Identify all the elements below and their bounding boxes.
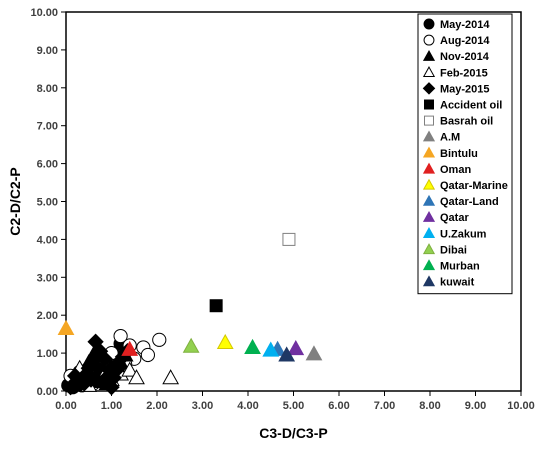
legend-marker-qatar-marine xyxy=(422,178,436,190)
legend-marker-dibai xyxy=(422,243,436,255)
legend-label-feb-2015: Feb-2015 xyxy=(440,67,488,79)
point-murban xyxy=(244,338,261,354)
y-tick-label: 7.00 xyxy=(37,121,58,133)
point-feb-2015 xyxy=(121,361,139,377)
x-tick-label: 9.00 xyxy=(465,400,486,412)
legend-label-nov-2014: Nov-2014 xyxy=(440,51,490,63)
legend-marker-basrah-oil xyxy=(424,115,434,126)
point-accident-oil xyxy=(209,299,223,313)
point-qatar xyxy=(287,339,305,356)
point-aug-2014 xyxy=(140,347,155,363)
point-qatar-marine xyxy=(216,333,234,350)
point-may-2015 xyxy=(96,350,113,367)
legend-label-basrah-oil: Basrah oil xyxy=(440,116,493,128)
series-a-m xyxy=(305,345,323,361)
legend-marker-u-zakum xyxy=(422,227,436,238)
legend-marker-nov-2014 xyxy=(422,49,436,61)
legend-marker-may-2014 xyxy=(423,18,435,30)
legend-marker-kuwait xyxy=(422,275,436,287)
y-tick-label: 9.00 xyxy=(37,45,58,57)
series-may-2015 xyxy=(62,333,136,396)
point-aug-2014 xyxy=(152,332,167,347)
legend-marker-feb-2015 xyxy=(422,66,436,77)
series-kuwait xyxy=(278,346,296,362)
legend: May-2014 Aug-2014 Nov-2014 Feb-2015 May-2015… xyxy=(417,13,513,295)
point-may-2015 xyxy=(76,375,93,392)
point-oman xyxy=(121,340,139,356)
point-may-2015 xyxy=(110,360,127,377)
legend-label-accident-oil: Accident oil xyxy=(440,100,502,112)
point-may-2015 xyxy=(96,371,113,388)
point-a-m xyxy=(305,345,323,361)
point-feb-2015 xyxy=(128,369,145,385)
legend-marker-qatar xyxy=(422,210,436,222)
point-kuwait xyxy=(278,346,296,362)
x-tick-label: 10.00 xyxy=(507,400,535,412)
series-oman xyxy=(121,340,139,356)
x-tick-label: 5.00 xyxy=(283,400,304,412)
x-tick-label: 8.00 xyxy=(419,400,440,412)
legend-marker-qatar-land xyxy=(422,194,436,206)
legend-marker-accident-oil xyxy=(424,99,434,110)
y-tick-label: 10.00 xyxy=(30,7,58,19)
legend-label-qatar: Qatar xyxy=(440,212,469,224)
legend-label-murban: Murban xyxy=(440,261,480,273)
series-u-zakum xyxy=(262,341,280,357)
series-qatar-marine xyxy=(216,333,234,350)
series-accident-oil xyxy=(209,299,223,313)
legend-marker-a-m xyxy=(422,130,436,142)
y-tick-label: 1.00 xyxy=(37,348,58,360)
y-tick-label: 3.00 xyxy=(37,272,58,284)
point-basrah-oil xyxy=(282,232,296,246)
legend-label-may-2015: May-2015 xyxy=(440,83,490,95)
legend-marker-murban xyxy=(422,259,436,271)
x-tick-label: 6.00 xyxy=(328,400,349,412)
point-u-zakum xyxy=(262,341,280,357)
legend-label-may-2014: May-2014 xyxy=(440,19,490,31)
legend-label-oman: Oman xyxy=(440,164,471,176)
y-tick-label: 0.00 xyxy=(37,386,58,398)
y-tick-label: 6.00 xyxy=(37,159,58,171)
legend-label-u-zakum: U.Zakum xyxy=(440,228,487,240)
series-basrah-oil xyxy=(282,232,296,246)
point-dibai xyxy=(182,337,200,353)
point-aug-2014 xyxy=(113,328,128,344)
legend-marker-oman xyxy=(422,162,436,174)
legend-label-a-m: A.M xyxy=(440,132,460,144)
legend-label-bintulu: Bintulu xyxy=(440,148,478,160)
x-tick-label: 1.00 xyxy=(101,400,122,412)
legend-label-qatar-land: Qatar-Land xyxy=(440,196,499,208)
y-tick-label: 5.00 xyxy=(37,197,58,209)
x-tick-label: 3.00 xyxy=(192,400,213,412)
y-axis-title: C2-D/C2-P xyxy=(7,167,23,235)
series-dibai xyxy=(182,337,200,353)
legend-label-qatar-marine: Qatar-Marine xyxy=(440,180,508,192)
legend-label-kuwait: kuwait xyxy=(440,277,475,289)
legend-label-aug-2014: Aug-2014 xyxy=(440,35,490,47)
point-may-2015 xyxy=(80,360,97,377)
x-tick-label: 2.00 xyxy=(146,400,167,412)
point-feb-2015 xyxy=(162,369,180,385)
y-tick-label: 4.00 xyxy=(37,234,58,246)
x-tick-label: 7.00 xyxy=(374,400,395,412)
y-tick-label: 8.00 xyxy=(37,83,58,95)
point-may-2015 xyxy=(66,367,84,384)
point-bintulu xyxy=(57,319,75,335)
legend-marker-aug-2014 xyxy=(423,34,435,46)
series-murban xyxy=(244,338,261,354)
axes: 0.00 1.00 2.00 3.00 4.00 5.00 6.00 7.00 8.00 9.00… xyxy=(30,7,534,412)
legend-marker-may-2015 xyxy=(422,82,436,95)
legend-label-dibai: Dibai xyxy=(440,244,467,256)
series-qatar xyxy=(287,339,305,356)
y-tick-label: 2.00 xyxy=(37,310,58,322)
x-tick-label: 0.00 xyxy=(55,400,76,412)
x-axis-title: C3-D/C3-P xyxy=(259,425,327,441)
series-bintulu xyxy=(57,319,75,335)
legend-marker-bintulu xyxy=(422,146,436,158)
x-tick-label: 4.00 xyxy=(237,400,258,412)
data-points xyxy=(57,232,323,396)
